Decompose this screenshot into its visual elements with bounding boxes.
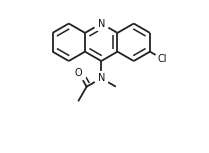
Text: N: N [98,73,105,83]
Text: N: N [98,19,105,28]
Text: Cl: Cl [157,54,167,64]
Text: O: O [75,68,83,78]
